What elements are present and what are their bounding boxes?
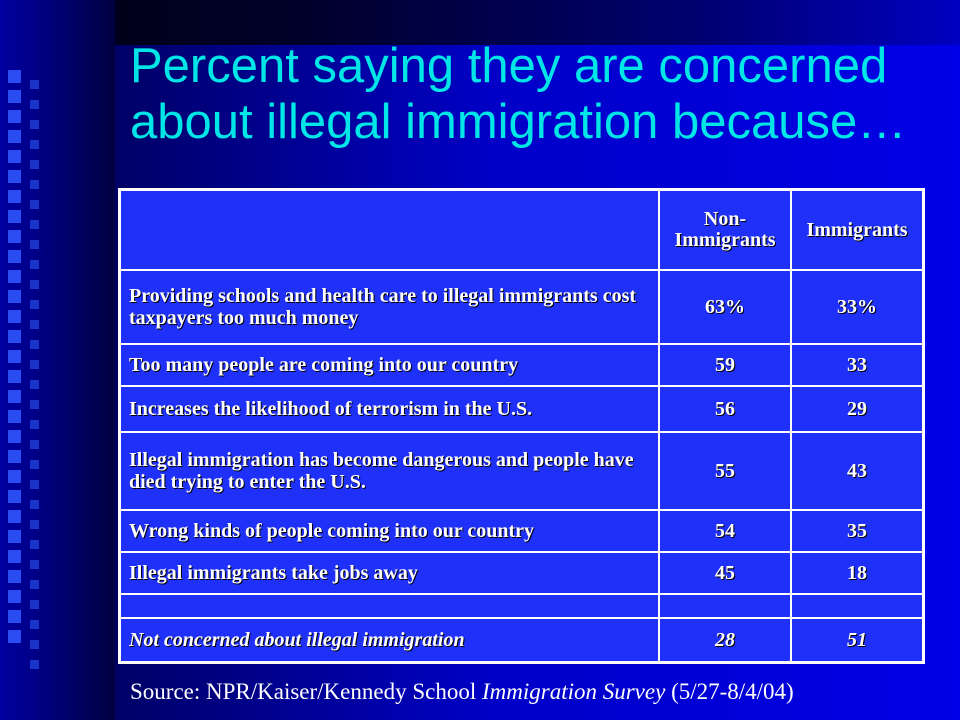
row-label: Providing schools and health care to ill… bbox=[118, 269, 660, 345]
cell-immigrants: 51 bbox=[790, 617, 925, 663]
table-row: Providing schools and health care to ill… bbox=[118, 269, 925, 345]
cell-non-immigrants: 54 bbox=[658, 509, 792, 553]
row-label: Too many people are coming into our coun… bbox=[118, 343, 660, 387]
cell-non-immigrants: 55 bbox=[658, 431, 792, 511]
decorative-squares-column-inner bbox=[30, 80, 40, 680]
cell-immigrants: 35 bbox=[790, 509, 925, 553]
cell-immigrants: 29 bbox=[790, 385, 925, 433]
table-row: Illegal immigration has become dangerous… bbox=[118, 431, 925, 511]
table-row: Wrong kinds of people coming into our co… bbox=[118, 509, 925, 553]
cell-non-immigrants: 56 bbox=[658, 385, 792, 433]
table-row: Too many people are coming into our coun… bbox=[118, 343, 925, 387]
row-label: Wrong kinds of people coming into our co… bbox=[118, 509, 660, 553]
top-band bbox=[0, 0, 960, 45]
row-label: Increases the likelihood of terrorism in… bbox=[118, 385, 660, 433]
row-label: Illegal immigrants take jobs away bbox=[118, 551, 660, 595]
cell-non-immigrants: 28 bbox=[658, 617, 792, 663]
survey-table: Non- Immigrants Immigrants Providing scho… bbox=[118, 188, 925, 664]
table-row-spacer bbox=[118, 593, 925, 619]
header-blank-cell bbox=[118, 188, 660, 271]
cell-non-immigrants: 59 bbox=[658, 343, 792, 387]
source-citation: Source: NPR/Kaiser/Kennedy School Immigr… bbox=[130, 679, 794, 704]
table-row: Illegal immigrants take jobs away 45 18 bbox=[118, 551, 925, 595]
cell-non-immigrants: 45 bbox=[658, 551, 792, 595]
column-header-immigrants: Immigrants bbox=[790, 188, 925, 271]
cell-non-immigrants: 63% bbox=[658, 269, 792, 345]
slide-title: Percent saying they are concerned about … bbox=[130, 39, 907, 149]
cell-immigrants: 18 bbox=[790, 551, 925, 595]
row-label bbox=[118, 593, 660, 619]
row-label: Not concerned about illegal immigration bbox=[118, 617, 660, 663]
column-header-non-immigrants: Non- Immigrants bbox=[658, 188, 792, 271]
cell-immigrants: 33% bbox=[790, 269, 925, 345]
cell-non-immigrants bbox=[658, 593, 792, 619]
table-row: Increases the likelihood of terrorism in… bbox=[118, 385, 925, 433]
table-row: Not concerned about illegal immigration … bbox=[118, 617, 925, 663]
decorative-squares-column bbox=[8, 70, 22, 650]
row-label: Illegal immigration has become dangerous… bbox=[118, 431, 660, 511]
cell-immigrants: 43 bbox=[790, 431, 925, 511]
cell-immigrants bbox=[790, 593, 925, 619]
cell-immigrants: 33 bbox=[790, 343, 925, 387]
table-header-row: Non- Immigrants Immigrants bbox=[118, 188, 925, 271]
